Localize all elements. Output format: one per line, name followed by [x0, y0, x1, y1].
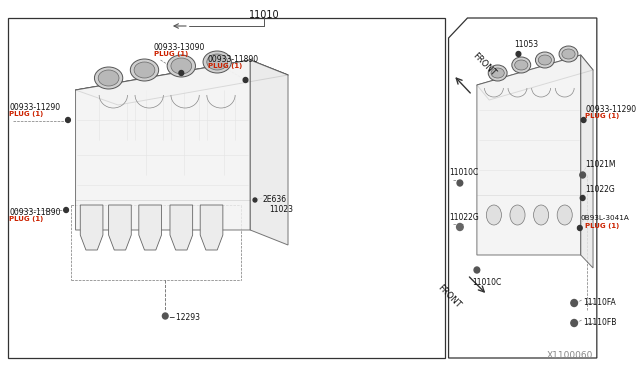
- Text: 00933-11890: 00933-11890: [208, 55, 259, 64]
- Ellipse shape: [486, 205, 502, 225]
- Ellipse shape: [488, 65, 507, 81]
- Text: X1100060: X1100060: [547, 351, 593, 360]
- Ellipse shape: [512, 57, 531, 73]
- Polygon shape: [170, 205, 193, 250]
- Polygon shape: [76, 60, 250, 230]
- Text: 11022G: 11022G: [449, 213, 479, 222]
- Text: 11010C: 11010C: [449, 168, 479, 177]
- Ellipse shape: [131, 59, 159, 81]
- Text: 11010C: 11010C: [472, 278, 501, 287]
- Circle shape: [163, 313, 168, 319]
- Circle shape: [456, 224, 463, 231]
- Text: PLUG (1): PLUG (1): [10, 216, 44, 222]
- Polygon shape: [200, 205, 223, 250]
- Circle shape: [581, 118, 586, 122]
- Text: PLUG (1): PLUG (1): [10, 111, 44, 117]
- Polygon shape: [477, 55, 580, 255]
- Polygon shape: [580, 55, 593, 268]
- Text: 2E636: 2E636: [262, 195, 287, 204]
- Text: 11110FA: 11110FA: [584, 298, 616, 307]
- Polygon shape: [250, 60, 288, 245]
- Text: 11110FB: 11110FB: [584, 318, 617, 327]
- Ellipse shape: [515, 60, 528, 70]
- Polygon shape: [80, 205, 103, 250]
- Text: 00933-11290: 00933-11290: [586, 105, 637, 114]
- Circle shape: [571, 299, 577, 307]
- Ellipse shape: [562, 49, 575, 59]
- Text: 11023: 11023: [269, 205, 293, 214]
- Text: 11010: 11010: [249, 10, 280, 20]
- Text: ─ 12293: ─ 12293: [169, 312, 200, 321]
- Ellipse shape: [559, 46, 578, 62]
- Text: PLUG (1): PLUG (1): [586, 223, 620, 229]
- Text: FRONT: FRONT: [436, 283, 463, 310]
- Circle shape: [577, 225, 582, 231]
- Ellipse shape: [98, 70, 119, 86]
- Ellipse shape: [95, 67, 123, 89]
- Text: FRONT: FRONT: [470, 51, 497, 78]
- Circle shape: [243, 77, 248, 83]
- Ellipse shape: [167, 55, 195, 77]
- Ellipse shape: [557, 205, 572, 225]
- Circle shape: [474, 267, 480, 273]
- Circle shape: [516, 51, 521, 57]
- Ellipse shape: [538, 55, 552, 65]
- Text: PLUG (1): PLUG (1): [208, 63, 242, 69]
- Circle shape: [457, 180, 463, 186]
- Text: 11022G: 11022G: [586, 185, 615, 194]
- Ellipse shape: [491, 68, 504, 78]
- Circle shape: [571, 320, 577, 327]
- Ellipse shape: [171, 58, 192, 74]
- Circle shape: [253, 198, 257, 202]
- Text: 11053: 11053: [515, 40, 539, 49]
- Ellipse shape: [536, 52, 554, 68]
- Polygon shape: [477, 55, 593, 100]
- Text: PLUG (1): PLUG (1): [586, 113, 620, 119]
- Ellipse shape: [203, 51, 232, 73]
- Ellipse shape: [207, 54, 228, 70]
- Polygon shape: [139, 205, 161, 250]
- Text: 00933-11290: 00933-11290: [10, 103, 61, 112]
- Bar: [8, 18, 445, 358]
- Circle shape: [580, 196, 585, 201]
- Text: 00933-13090: 00933-13090: [154, 43, 205, 52]
- Polygon shape: [76, 60, 288, 105]
- Polygon shape: [109, 205, 131, 250]
- Circle shape: [66, 118, 70, 122]
- Text: 0B93L-3041A: 0B93L-3041A: [580, 215, 630, 221]
- Ellipse shape: [510, 205, 525, 225]
- Text: 11021M: 11021M: [586, 160, 616, 169]
- Text: PLUG (1): PLUG (1): [154, 51, 188, 57]
- Circle shape: [64, 208, 68, 212]
- Ellipse shape: [134, 62, 155, 78]
- Circle shape: [580, 172, 586, 178]
- Circle shape: [179, 71, 184, 76]
- Ellipse shape: [534, 205, 548, 225]
- Text: 00933-11B90: 00933-11B90: [10, 208, 61, 217]
